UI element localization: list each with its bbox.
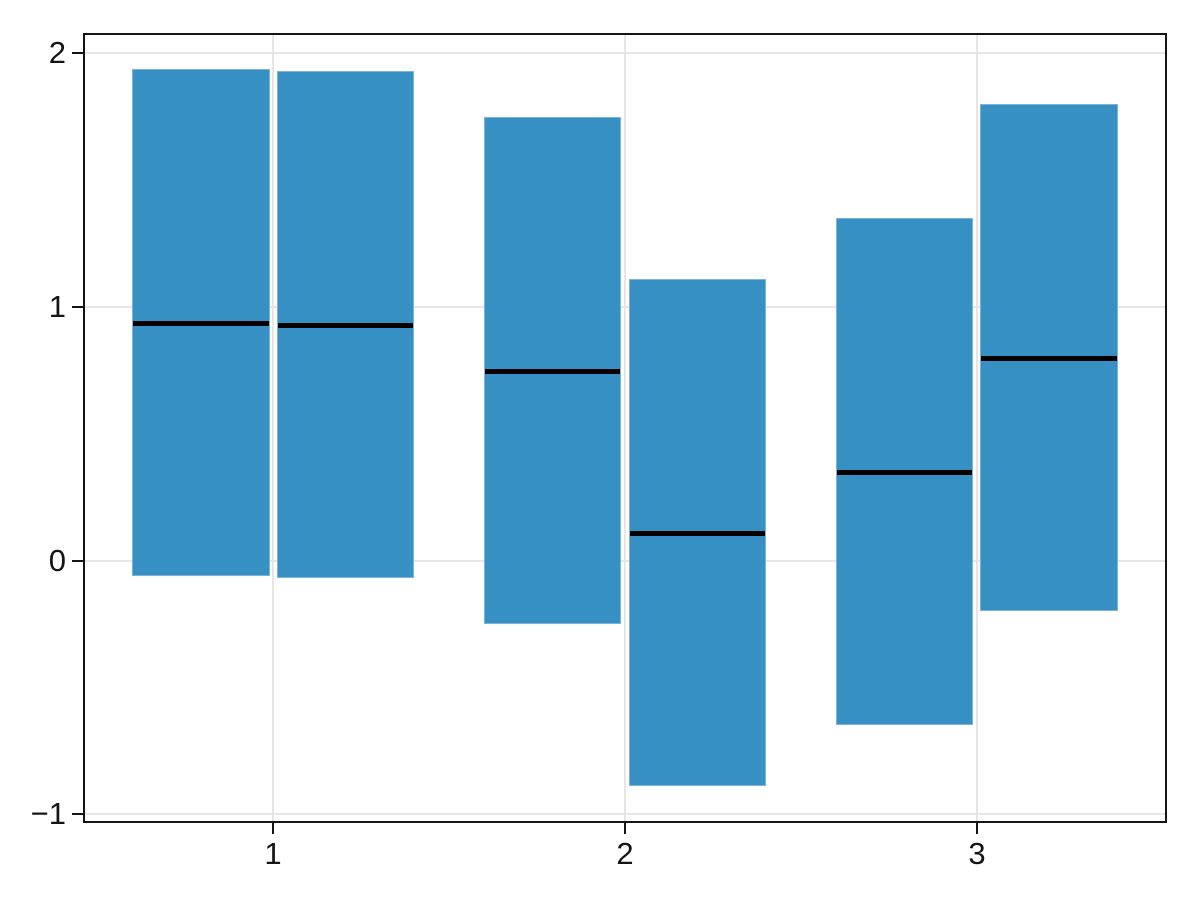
grid-line-horizontal xyxy=(85,52,1165,55)
y-tick-label: 1 xyxy=(48,288,66,324)
crossbar-midline xyxy=(133,320,269,326)
grid-line-vertical xyxy=(975,35,978,821)
x-tick-label: 2 xyxy=(616,836,634,871)
grid-line-horizontal xyxy=(85,305,1165,308)
crossbar-box-3-dodge-right xyxy=(980,104,1118,612)
grid-line-vertical xyxy=(272,35,275,821)
y-axis-tick xyxy=(72,813,83,816)
x-axis-tick xyxy=(272,823,275,834)
y-axis-tick xyxy=(72,52,83,55)
crossbar-midline xyxy=(981,356,1117,362)
grid-line-horizontal xyxy=(85,559,1165,562)
crossbar-box-3-dodge-left xyxy=(836,218,974,726)
x-tick-label: 1 xyxy=(264,836,282,871)
crossbar-box-1-dodge-left xyxy=(132,68,270,576)
axis-frame xyxy=(83,33,1167,823)
crossbar-midline xyxy=(277,323,413,329)
crossbar-box-2-dodge-left xyxy=(484,116,622,624)
y-tick-label: 0 xyxy=(48,542,66,578)
x-tick-label: 3 xyxy=(968,836,986,871)
x-axis-tick xyxy=(624,823,626,834)
grid-line-vertical xyxy=(624,35,626,821)
y-axis-tick xyxy=(72,305,83,308)
grid-line-horizontal xyxy=(85,813,1165,816)
crossbar-midline xyxy=(837,470,973,476)
crossbar-box-1-dodge-right xyxy=(276,71,414,579)
crossbar-box-2-dodge-right xyxy=(628,279,766,787)
crossbar-midline xyxy=(485,368,621,374)
x-axis-tick xyxy=(975,823,978,834)
y-tick-label: 2 xyxy=(48,35,66,71)
y-tick-label: −1 xyxy=(30,796,66,832)
crossbar-midline xyxy=(629,531,765,537)
y-axis-tick xyxy=(72,559,83,562)
